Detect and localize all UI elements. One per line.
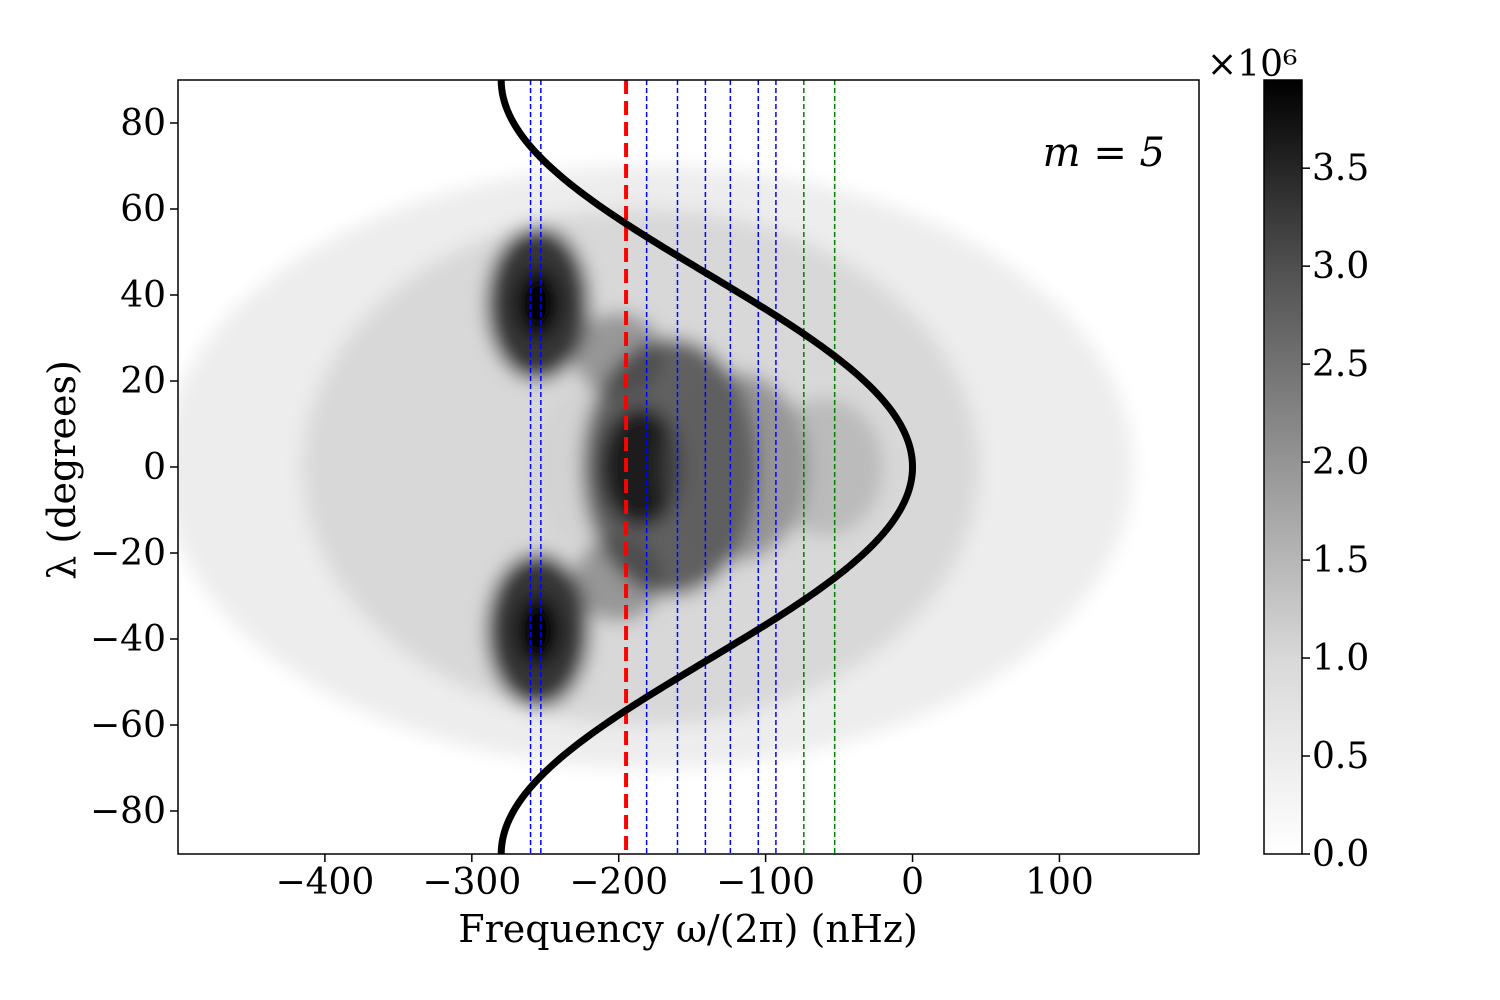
y-tick-label: 60 bbox=[120, 189, 166, 230]
colorbar-tick-label: 2.5 bbox=[1312, 344, 1369, 385]
x-tick-label: −300 bbox=[422, 862, 521, 903]
y-tick-label: 80 bbox=[120, 103, 166, 144]
colorbar-ticks: 0.0 0.5 1.0 1.5 2.0 2.5 3.0 3.5 bbox=[1302, 148, 1369, 875]
heat-blob-equator-core bbox=[599, 406, 682, 528]
intensity-heatmap bbox=[178, 166, 1133, 768]
colorbar: 0.0 0.5 1.0 1.5 2.0 2.5 3.0 3.5 ×10⁶ bbox=[1207, 44, 1369, 875]
heat-blob-equator-tail bbox=[662, 372, 810, 562]
x-tick-label: 0 bbox=[901, 862, 924, 903]
x-tick-label: −200 bbox=[569, 862, 668, 903]
colorbar-tick-label: 1.5 bbox=[1312, 540, 1369, 581]
mode-annotation: m = 5 bbox=[1043, 130, 1165, 176]
y-tick-label: −60 bbox=[90, 705, 166, 746]
y-tick-label: 20 bbox=[120, 361, 166, 402]
colorbar-tick-label: 2.0 bbox=[1312, 442, 1369, 483]
plot-area: m = 5 bbox=[177, 79, 1200, 855]
mode-frequency-lines bbox=[529, 80, 836, 854]
colorbar-tick-label: 3.5 bbox=[1312, 148, 1369, 189]
heat-peak-south bbox=[515, 596, 560, 665]
colorbar-gradient bbox=[1263, 79, 1303, 855]
colorbar-tick-label: 1.0 bbox=[1312, 638, 1369, 679]
critical-latitude-curve bbox=[497, 80, 917, 854]
heat-blob-equator-fade bbox=[765, 398, 884, 536]
y-axis-ticks: −80 −60 −40 −20 0 20 40 60 80 bbox=[90, 103, 178, 832]
y-tick-label: −20 bbox=[90, 533, 166, 574]
y-tick-label: 0 bbox=[143, 447, 166, 488]
colorbar-tick-label: 0.5 bbox=[1312, 736, 1369, 777]
x-tick-label: 100 bbox=[1025, 862, 1094, 903]
y-tick-label: −80 bbox=[90, 791, 166, 832]
y-axis-label: λ (degrees) bbox=[40, 360, 84, 580]
x-axis-label: Frequency ω/(2π) (nHz) bbox=[458, 907, 918, 951]
y-tick-label: −40 bbox=[90, 619, 166, 660]
heat-peak-north bbox=[515, 269, 560, 338]
y-tick-label: 40 bbox=[120, 275, 166, 316]
colorbar-tick-label: 0.0 bbox=[1312, 834, 1369, 875]
x-axis-ticks: −400 −300 −200 −100 0 100 bbox=[275, 854, 1094, 903]
colorbar-multiplier: ×10⁶ bbox=[1207, 44, 1297, 85]
colorbar-tick-label: 3.0 bbox=[1312, 246, 1369, 287]
x-tick-label: −100 bbox=[716, 862, 815, 903]
x-tick-label: −400 bbox=[275, 862, 374, 903]
